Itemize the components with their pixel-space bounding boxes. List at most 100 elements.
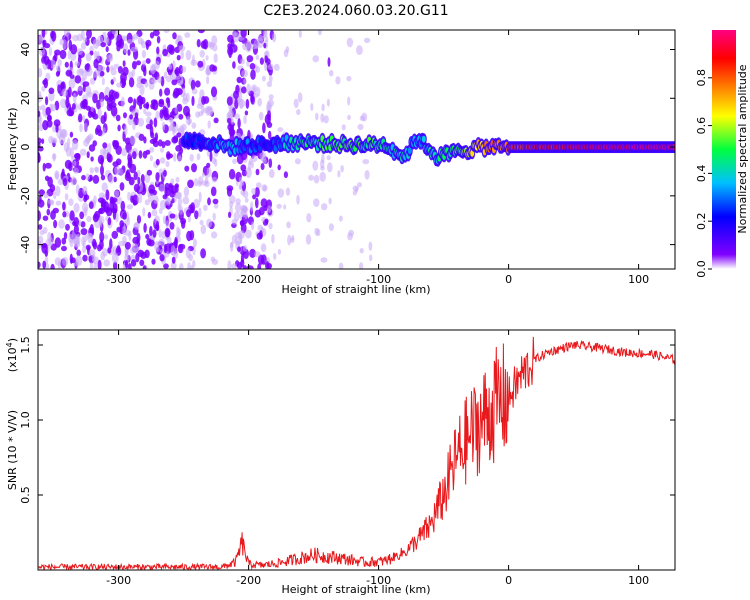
noise-blob <box>240 30 247 38</box>
noise-blob <box>149 147 155 153</box>
noise-blob <box>294 158 301 165</box>
noise-blob <box>355 186 358 193</box>
noise-blob <box>205 174 209 185</box>
noise-blob <box>39 229 45 236</box>
noise-blob <box>99 98 104 108</box>
noise-blob <box>145 111 152 117</box>
noise-blob <box>263 42 267 49</box>
noise-blob <box>261 75 266 82</box>
noise-blob <box>82 245 87 254</box>
noise-blob <box>143 223 147 233</box>
noise-blob <box>257 263 262 269</box>
noise-blob <box>143 136 147 144</box>
noise-blob <box>87 233 94 244</box>
noise-blob <box>101 77 105 86</box>
noise-blob <box>206 65 210 76</box>
noise-blob <box>144 249 150 259</box>
noise-blob <box>145 123 152 130</box>
noise-blob <box>310 103 314 111</box>
noise-blob <box>60 82 65 90</box>
noise-blob <box>112 161 119 168</box>
noise-blob <box>152 229 157 238</box>
noise-blob <box>210 186 217 197</box>
noise-blob <box>158 100 165 108</box>
noise-blob <box>137 117 145 127</box>
colorbar-ticks: 0.0 0.2 0.4 0.6 0.8 <box>695 69 712 278</box>
noise-blob <box>99 231 105 243</box>
spectrogram-signal <box>180 131 675 167</box>
noise-blob <box>191 122 197 129</box>
noise-blob <box>335 76 341 85</box>
noise-blob <box>286 221 291 229</box>
noise-blob <box>228 211 232 218</box>
noise-blob <box>213 117 219 124</box>
noise-blob <box>42 260 47 269</box>
noise-blob <box>156 35 161 44</box>
noise-blob <box>190 264 194 269</box>
noise-blob <box>226 111 234 118</box>
noise-blob <box>213 202 219 209</box>
noise-blob <box>55 71 60 77</box>
noise-blob <box>341 124 346 131</box>
noise-blob <box>86 30 92 39</box>
noise-blob <box>211 157 216 165</box>
noise-blob <box>267 63 274 71</box>
noise-blob <box>175 176 180 183</box>
noise-blob <box>252 194 257 200</box>
noise-blob <box>55 123 59 133</box>
noise-blob <box>277 248 282 255</box>
noise-blob <box>236 76 242 84</box>
noise-blob <box>155 110 160 119</box>
noise-blob <box>234 113 240 120</box>
noise-blob <box>97 129 103 137</box>
noise-blob <box>172 32 177 40</box>
noise-blob <box>142 207 146 217</box>
noise-blob <box>176 79 184 86</box>
noise-blob <box>227 260 232 269</box>
noise-blob <box>38 152 41 163</box>
noise-blob <box>212 212 216 221</box>
noise-blob <box>267 109 271 121</box>
noise-blob <box>161 121 166 131</box>
noise-blob <box>323 115 329 124</box>
noise-blob <box>242 42 248 51</box>
noise-blob <box>57 178 64 186</box>
noise-blob <box>116 34 123 45</box>
noise-blob <box>108 174 115 184</box>
noise-blob <box>182 92 188 102</box>
noise-blob <box>90 106 94 113</box>
noise-blob <box>250 221 255 231</box>
noise-blob <box>97 64 101 75</box>
noise-blob <box>137 176 141 185</box>
noise-blob <box>183 105 190 117</box>
noise-blob <box>142 150 148 159</box>
noise-blob <box>243 115 247 125</box>
noise-blob <box>143 66 147 77</box>
noise-blob <box>164 87 171 96</box>
noise-blob <box>257 97 263 107</box>
noise-blob <box>83 98 88 108</box>
noise-blob <box>316 228 321 237</box>
noise-blob <box>108 89 116 101</box>
noise-blob <box>60 98 67 109</box>
noise-blob <box>144 199 150 206</box>
noise-blob <box>206 162 211 168</box>
noise-blob <box>237 118 241 129</box>
noise-blob <box>50 263 55 269</box>
noise-blob <box>157 139 163 147</box>
noise-blob <box>163 30 170 34</box>
noise-blob <box>232 158 237 164</box>
noise-blob <box>327 162 333 173</box>
spectrogram-y-label: Frequency (Hz) <box>6 108 19 191</box>
noise-blob <box>62 201 66 211</box>
noise-blob <box>255 182 262 189</box>
noise-blob <box>186 209 191 218</box>
noise-blob <box>181 220 186 229</box>
noise-blob <box>94 167 99 174</box>
noise-blob <box>159 254 165 262</box>
noise-blob <box>197 30 205 34</box>
noise-blob <box>174 66 180 77</box>
noise-blob <box>110 207 118 214</box>
